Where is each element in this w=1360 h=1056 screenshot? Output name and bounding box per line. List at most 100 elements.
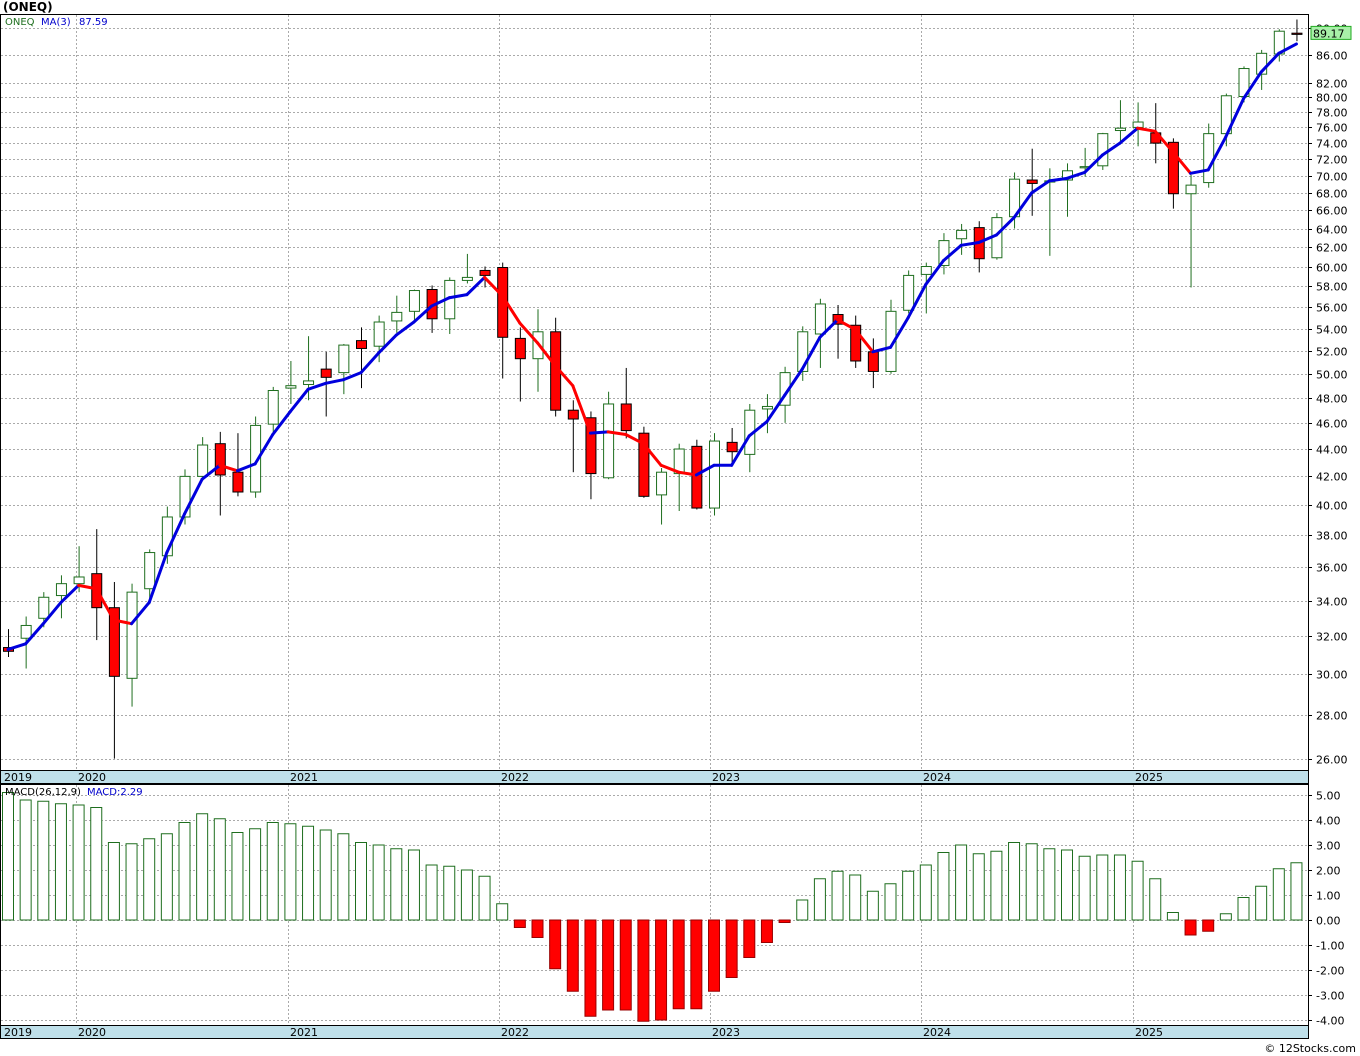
- macd-bar-negative: [690, 919, 703, 1010]
- ma-segment: [800, 335, 822, 371]
- ma-segment: [253, 432, 275, 466]
- macd-ytick-label: 0.00: [1316, 915, 1341, 928]
- ma-segment: [1259, 51, 1281, 74]
- macd-bar-negative: [725, 919, 738, 978]
- ma-segment: [465, 275, 487, 297]
- ma-segment: [906, 282, 928, 320]
- price-ytick-label: 56.00: [1316, 302, 1348, 315]
- ma-segment: [941, 243, 963, 263]
- macd-bar-positive: [831, 870, 844, 921]
- macd-bar-positive: [302, 825, 315, 921]
- macd-bar-positive: [1078, 855, 1091, 921]
- candle-up: [197, 444, 209, 477]
- ma-segment: [1118, 126, 1140, 145]
- ma-segment: [483, 275, 504, 298]
- ma-segment: [218, 463, 239, 473]
- candle-down: [320, 368, 332, 378]
- macd-histogram: [2, 792, 1303, 1022]
- ma-segment: [588, 430, 610, 435]
- macd-bar-negative: [1202, 919, 1215, 932]
- ma-segment: [183, 477, 204, 516]
- candle-down: [850, 324, 862, 362]
- price-candles: [3, 19, 1303, 759]
- price-plot-area: [0, 14, 1309, 771]
- price-ytick-label: 60.00: [1316, 262, 1348, 275]
- ma-segment: [377, 333, 398, 355]
- price-ytick-label: 42.00: [1316, 471, 1348, 484]
- macd-ytick-label: 1.00: [1316, 890, 1341, 903]
- candle-up: [920, 266, 932, 275]
- ma-segment: [624, 432, 645, 446]
- ma-segment: [536, 341, 557, 368]
- candle-up: [55, 583, 67, 597]
- ma-segment: [447, 293, 469, 300]
- ma-segment: [412, 304, 434, 324]
- price-ytick-label: 48.00: [1316, 393, 1348, 406]
- price-date-strip: [0, 770, 1309, 784]
- candle-up: [250, 424, 262, 493]
- ma-segment: [200, 463, 222, 481]
- candle-up: [956, 229, 968, 240]
- candle-down: [356, 340, 367, 349]
- macd-xtick-label: 2023: [712, 1026, 740, 1039]
- ma-segment: [1065, 170, 1087, 180]
- macd-bar-negative: [672, 919, 685, 1010]
- price-xtick-label: 2019: [4, 771, 32, 784]
- ma-segment: [306, 381, 328, 391]
- macd-bar-negative: [513, 919, 526, 928]
- macd-bar-positive: [1255, 885, 1268, 921]
- macd-bar-positive: [231, 832, 244, 921]
- macd-bar-positive: [213, 818, 226, 921]
- macd-bar-positive: [90, 807, 103, 921]
- macd-bar-positive: [107, 842, 120, 921]
- macd-bar-positive: [37, 800, 50, 921]
- ma-segment: [889, 316, 910, 349]
- macd-bar-positive: [902, 870, 915, 921]
- ma-segment: [677, 470, 698, 477]
- macd-bar-positive: [72, 804, 85, 921]
- macd-bar-positive: [884, 883, 897, 921]
- macd-ytick-label: 4.00: [1316, 815, 1341, 828]
- macd-bar-negative: [637, 919, 650, 1022]
- candle-down: [1167, 141, 1179, 195]
- macd-xtick-label: 2022: [501, 1026, 529, 1039]
- candle-down: [691, 445, 703, 509]
- ma-segment: [1083, 153, 1104, 174]
- macd-bar-positive: [813, 878, 826, 921]
- footer-credit: © 12Stocks.com: [1264, 1042, 1356, 1055]
- ma-segment: [1171, 150, 1193, 175]
- macd-bar-positive: [990, 850, 1003, 921]
- price-ytick-label: 86.00: [1316, 50, 1348, 63]
- macd-bar-positive: [337, 833, 350, 921]
- macd-bar-positive: [1131, 860, 1144, 921]
- candle-up: [373, 321, 385, 347]
- last-price-value: 89.17: [1313, 27, 1345, 40]
- candle-up: [161, 516, 173, 557]
- macd-bar-positive: [390, 848, 403, 921]
- price-ytick-label: 32.00: [1316, 631, 1348, 644]
- macd-bar-positive: [1237, 897, 1250, 921]
- macd-bar-positive: [407, 849, 420, 921]
- ma-segment: [836, 318, 857, 332]
- price-xtick-label: 2022: [501, 771, 529, 784]
- macd-xtick-label: 2019: [4, 1026, 32, 1039]
- candle-down: [1026, 179, 1038, 184]
- ma-segment: [6, 642, 28, 651]
- price-xtick-label: 2020: [78, 771, 106, 784]
- ma-label: MA(3): [41, 17, 71, 28]
- macd-bar-positive: [249, 828, 262, 921]
- ma-segment: [324, 378, 345, 385]
- candle-up: [461, 276, 473, 281]
- price-ytick-label: 64.00: [1316, 224, 1348, 237]
- candle-up: [1185, 184, 1197, 195]
- macd-bar-positive: [849, 874, 862, 921]
- ma-segment: [959, 240, 981, 247]
- macd-bar-positive: [1043, 848, 1056, 921]
- ma-segment: [1206, 135, 1228, 172]
- price-ytick-label: 74.00: [1316, 138, 1348, 151]
- candle-down: [867, 351, 879, 372]
- candle-up: [938, 240, 950, 267]
- macd-bar-positive: [425, 864, 438, 921]
- macd-bar-positive: [443, 865, 456, 921]
- price-ytick-label: 38.00: [1316, 530, 1348, 543]
